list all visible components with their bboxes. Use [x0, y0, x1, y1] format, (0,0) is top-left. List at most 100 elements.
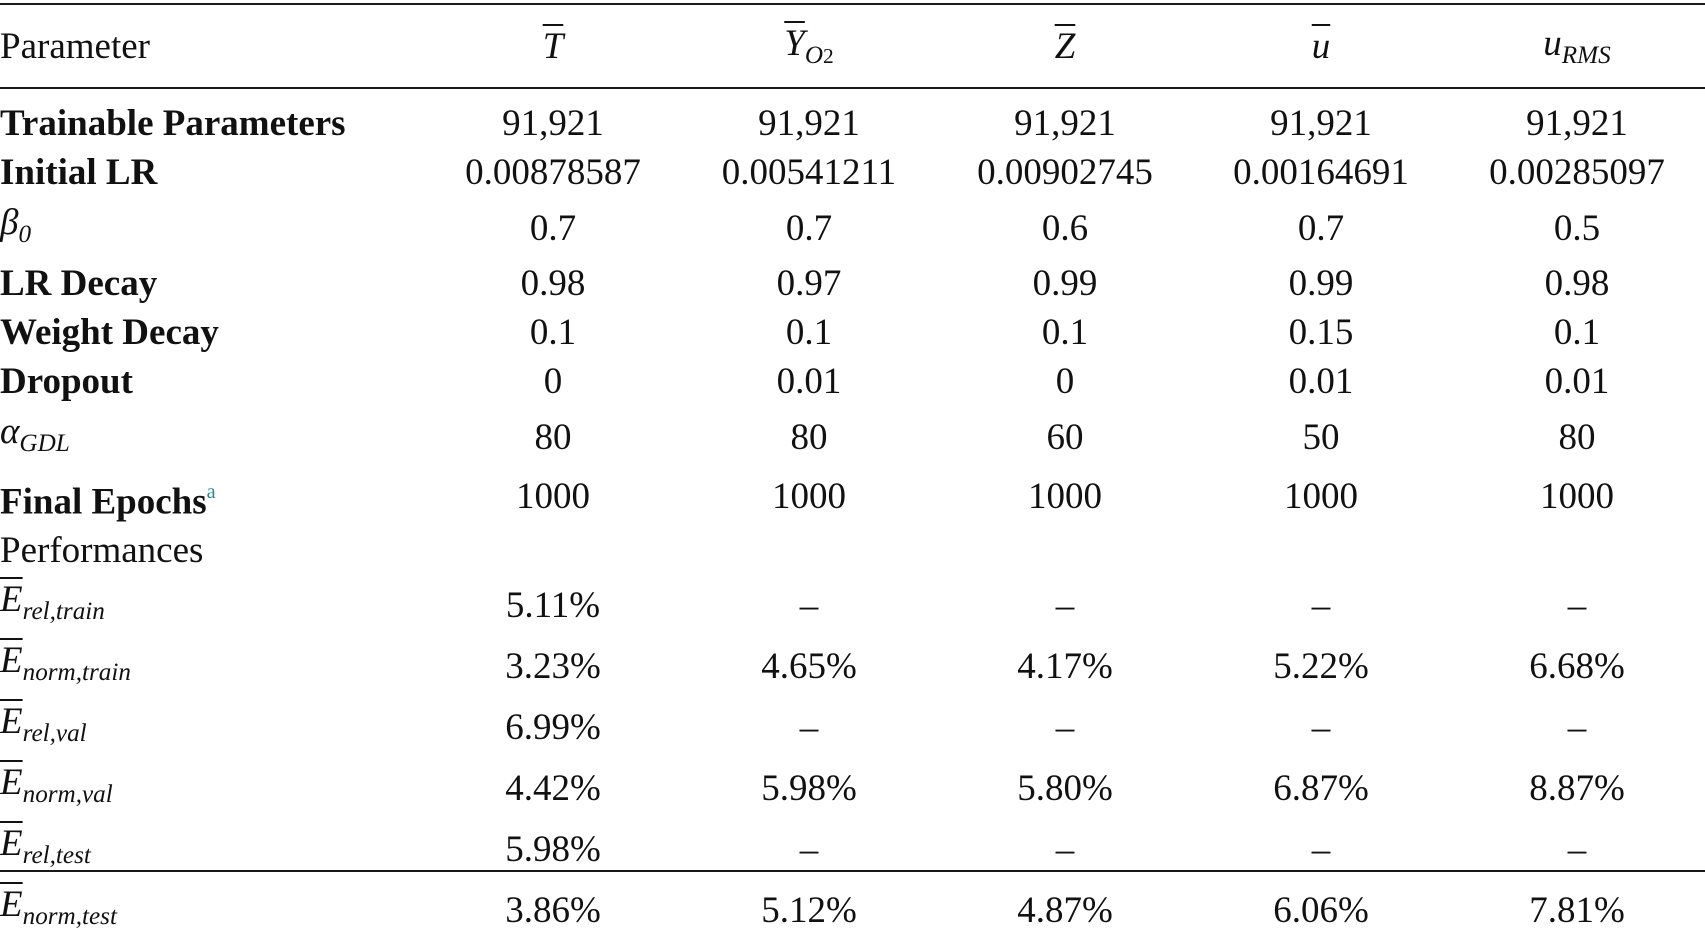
table-cell: 0.01 — [776, 361, 842, 403]
metric-label: Enorm,test — [0, 880, 425, 941]
hyperparameter-table: Parameter T YO2 Z u uRMS Trainable Param… — [0, 5, 1705, 941]
table-cell: – — [1055, 585, 1075, 627]
table-cell: 80 — [534, 416, 572, 458]
metric-sub: rel,val — [22, 720, 87, 748]
performance-row: Erel,val 6.99% – – – – — [0, 697, 1705, 758]
metric-symbol: E — [0, 701, 23, 743]
header-col-yo2-sub: O — [804, 42, 823, 70]
table-cell: 0.7 — [1297, 207, 1345, 249]
metric-symbol: E — [0, 640, 23, 682]
performance-row: Enorm,train 3.23% 4.65% 4.17% 5.22% 6.68% — [0, 636, 1705, 697]
table-cell: 50 — [1302, 416, 1340, 458]
table-cell: 4.87% — [1017, 890, 1113, 932]
table-cell: – — [1311, 829, 1331, 871]
row-label-text: Initial LR — [0, 152, 158, 194]
table-cell: 0 — [543, 361, 563, 403]
table-cell: – — [1055, 707, 1075, 749]
row-label-sub: GDL — [19, 429, 70, 457]
table-cell: 0.99 — [1288, 262, 1354, 304]
table-cell: 0.01 — [1544, 361, 1610, 403]
performances-row: Performances — [0, 526, 1705, 575]
table-cell: 0.00878587 — [465, 152, 641, 194]
performance-row: Enorm,test 3.86% 5.12% 4.87% 6.06% 7.81% — [0, 880, 1705, 941]
header-col-t: T — [425, 5, 681, 87]
table-row: Initial LR 0.00878587 0.00541211 0.00902745… — [0, 148, 1705, 197]
header-col-t-symbol: T — [542, 25, 564, 67]
row-label-text: LR Decay — [0, 262, 158, 304]
metric-sub: norm,test — [22, 903, 117, 931]
top-rule — [0, 3, 1705, 5]
table-cell: 5.11% — [505, 585, 601, 627]
table-cell: 0.15 — [1288, 312, 1354, 354]
table-cell: 1000 — [1284, 476, 1358, 518]
table-cell: – — [799, 585, 819, 627]
table-cell: 5.22% — [1273, 646, 1369, 688]
table-cell: 1000 — [1540, 476, 1614, 518]
metric-symbol: E — [0, 823, 23, 865]
metric-label: Erel,test — [0, 819, 425, 880]
table-cell: 0.97 — [776, 262, 842, 304]
row-label: β0 — [0, 198, 425, 259]
table-cell: 91,921 — [1526, 103, 1628, 145]
table-cell: 5.12% — [761, 890, 857, 932]
row-label: Trainable Parameters — [0, 99, 425, 148]
table-cell: 0.7 — [785, 207, 833, 249]
metric-sub: norm,train — [22, 659, 131, 687]
table-cell: 0.98 — [1544, 262, 1610, 304]
table-cell: – — [1311, 585, 1331, 627]
row-label: Final Epochsa — [0, 468, 425, 526]
performance-row: Erel,train 5.11% – – – – — [0, 575, 1705, 636]
table-cell: 0.98 — [520, 262, 586, 304]
table-cell: 91,921 — [502, 103, 604, 145]
table-row: Trainable Parameters 91,921 91,921 91,921 91… — [0, 99, 1705, 148]
table-cell: 0.00164691 — [1233, 152, 1409, 194]
row-label-symbol: β — [0, 201, 19, 243]
table-cell: 60 — [1046, 416, 1084, 458]
row-label-text: Dropout — [0, 361, 133, 403]
table-cell: – — [799, 829, 819, 871]
row-label-text: Weight Decay — [0, 312, 219, 354]
table-cell: 1000 — [1028, 476, 1102, 518]
row-label: Weight Decay — [0, 308, 425, 357]
row-label: Initial LR — [0, 148, 425, 197]
header-col-u: u — [1193, 5, 1449, 87]
footnote-marker: a — [206, 480, 216, 503]
performance-row: Enorm,val 4.42% 5.98% 5.80% 6.87% 8.87% — [0, 758, 1705, 819]
bottom-rule — [0, 870, 1705, 872]
table-row: αGDL 80 80 60 50 80 — [0, 407, 1705, 468]
header-col-urms-sub: RMS — [1561, 42, 1611, 70]
table-cell: 3.23% — [505, 646, 601, 688]
table-cell: 6.87% — [1273, 768, 1369, 810]
table-cell: 0.00285097 — [1489, 152, 1665, 194]
table-cell: 0.01 — [1288, 361, 1354, 403]
header-col-urms: uRMS — [1449, 5, 1705, 87]
table-cell: – — [1567, 829, 1587, 871]
table-row: Final Epochsa 1000 1000 1000 1000 1000 — [0, 468, 1705, 526]
table-cell: 0.6 — [1041, 207, 1089, 249]
row-label-symbol: α — [0, 410, 20, 452]
table-cell: – — [1311, 707, 1331, 749]
table-cell: 0.00902745 — [977, 152, 1153, 194]
metric-sub: rel,test — [22, 842, 91, 870]
table-cell: 4.65% — [761, 646, 857, 688]
metric-label: Erel,val — [0, 697, 425, 758]
header-col-urms-symbol: u — [1543, 22, 1562, 64]
table-cell: 5.98% — [505, 829, 601, 871]
table-row: LR Decay 0.98 0.97 0.99 0.99 0.98 — [0, 259, 1705, 308]
header-col-z-symbol: Z — [1054, 25, 1076, 67]
metric-label: Enorm,val — [0, 758, 425, 819]
table-cell: 1000 — [516, 476, 590, 518]
table-row: Weight Decay 0.1 0.1 0.1 0.15 0.1 — [0, 308, 1705, 357]
table-cell: 4.42% — [505, 768, 601, 810]
table-cell: 0.00541211 — [721, 152, 897, 194]
table-cell: 0.1 — [785, 312, 833, 354]
header-col-yo2-sub2: 2 — [823, 44, 834, 69]
spacer-row — [0, 87, 1705, 99]
header-col-u-symbol: u — [1311, 25, 1331, 67]
table-cell: 91,921 — [1270, 103, 1372, 145]
header-col-yo2: YO2 — [681, 5, 937, 87]
metric-label: Enorm,train — [0, 636, 425, 697]
table-cell: 0.5 — [1553, 207, 1601, 249]
header-col-yo2-symbol: Y — [784, 22, 805, 64]
table-cell: 0 — [1055, 361, 1075, 403]
